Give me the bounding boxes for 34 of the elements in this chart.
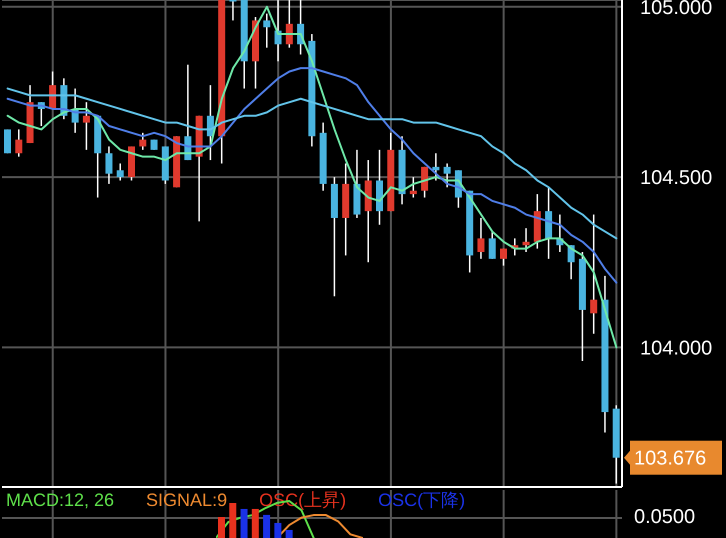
candlestick: [15, 128, 22, 158]
line-series: [6, 6, 618, 348]
bar: [229, 503, 236, 538]
text: 103.676: [634, 448, 706, 470]
candlestick: [105, 146, 112, 185]
candlestick: [432, 152, 440, 182]
candlestick: [4, 128, 11, 154]
bar: [263, 514, 270, 538]
candlestick: [286, 0, 293, 48]
candlestick: [263, 12, 270, 48]
line-series: [6, 67, 618, 284]
candlestick: [477, 217, 484, 260]
candlestick: [500, 248, 507, 266]
bar: [252, 508, 259, 538]
text: SIGNAL:9: [146, 490, 228, 510]
candlestick: [139, 132, 146, 151]
text: OSC(下降): [378, 490, 466, 510]
text: MACD:12, 26: [6, 490, 114, 510]
candlestick: [488, 230, 496, 260]
bar: [286, 530, 293, 538]
bar: [240, 508, 248, 538]
text: 0.0500: [634, 506, 696, 528]
candlestick: [116, 162, 124, 182]
y-tick-label: 104.000: [640, 337, 712, 360]
y-tick-label: 105.000: [640, 0, 712, 19]
y-tick-label: 104.500: [640, 167, 712, 190]
bar: [218, 517, 226, 538]
candlestick: [410, 176, 417, 198]
bar: [274, 522, 282, 538]
candlestick: [444, 162, 451, 188]
candlestick: [82, 101, 90, 151]
candlestick: [229, 0, 236, 22]
candlestick: [150, 138, 158, 151]
candlestick: [590, 214, 598, 334]
